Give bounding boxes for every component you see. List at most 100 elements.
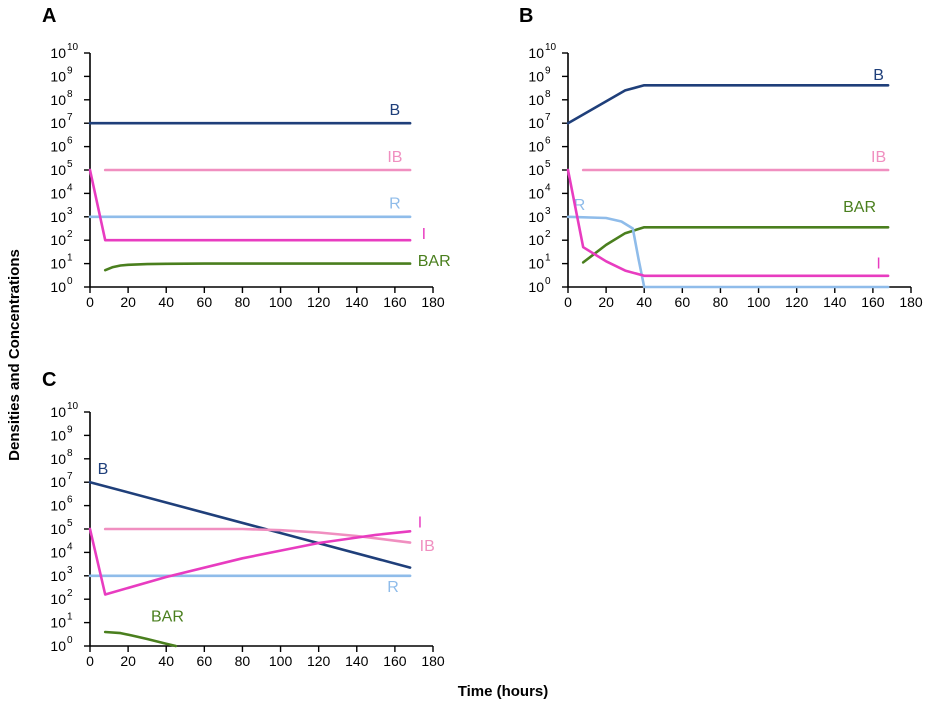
panel-a-y-tick-label: 10 (50, 115, 66, 131)
panel-a-x-tick-label: 180 (421, 294, 445, 310)
panel-c-x-tick-label: 140 (345, 653, 369, 669)
panel-b-x-tick-label: 40 (636, 294, 652, 310)
panel-c-series-ib-line (103, 527, 412, 544)
panel-b-y-tick-exponent: 3 (545, 206, 551, 217)
panel-c-y-tick-exponent: 2 (67, 588, 73, 599)
panel-c-series-bar-line (103, 630, 178, 648)
panel-c-y-tick-label: 10 (50, 638, 66, 654)
panel-a-y-tick-exponent: 3 (67, 206, 73, 217)
panel-c-y-tick-exponent: 4 (67, 541, 73, 552)
panel-a-y-tick-exponent: 1 (67, 253, 73, 264)
panel-c-series-ib-label: IB (420, 538, 435, 555)
panel-b-y-tick-exponent: 4 (545, 182, 551, 193)
panel-c-y-tick-label: 10 (50, 498, 66, 514)
y-axis-title: Densities and Concentrations (6, 249, 23, 461)
panel-c-x-tick-label: 60 (197, 653, 213, 669)
panel-b-y-tick-label: 10 (528, 279, 544, 295)
panel-c-x-tick-label: 100 (269, 653, 293, 669)
panel-c-y-tick-exponent: 5 (67, 518, 73, 529)
panel-c-series-i-label: I (418, 514, 422, 531)
panel-b-series-i-line (566, 168, 890, 278)
panel-a-x-tick-label: 120 (307, 294, 331, 310)
panel-b-series-bar-line (581, 226, 890, 264)
panel-c-y-tick-exponent: 8 (67, 448, 73, 459)
panel-a-y-tick-exponent: 2 (67, 229, 73, 240)
panel-b-letter: B (519, 5, 533, 27)
panel-b-series-r-label: R (574, 197, 586, 214)
panel-b-x-tick-label: 160 (861, 294, 885, 310)
panel-b-series-i-label: I (876, 255, 880, 272)
panel-c-y-tick-exponent: 9 (67, 424, 73, 435)
panel-b-x-tick-label: 80 (713, 294, 729, 310)
panel-b-y-tick-label: 10 (528, 68, 544, 84)
panel-a-y-tick-exponent: 6 (67, 136, 73, 147)
panel-c-y-tick-exponent: 7 (67, 471, 73, 482)
panel-c-letter: C (42, 369, 56, 391)
panel-c-y-tick-exponent: 10 (67, 401, 79, 412)
panel-a-y-tick-exponent: 9 (67, 65, 73, 76)
panel-a-x-tick-label: 100 (269, 294, 293, 310)
panel-a-y-tick-label: 10 (50, 92, 66, 108)
panel-a-series-bar-line (103, 262, 412, 272)
panel-a-y-tick-label: 10 (50, 279, 66, 295)
panel-b-x-tick-label: 120 (785, 294, 809, 310)
panel-b-x-tick-label: 100 (747, 294, 771, 310)
panel-b-x-tick-label: 60 (675, 294, 691, 310)
panel-c-y-tick-label: 10 (50, 544, 66, 560)
panel-a-series-ib-label: IB (387, 149, 402, 166)
panel-b-series-r-line (566, 215, 890, 289)
panel-b-series-b-label: B (873, 67, 884, 84)
panel-c-y-tick-exponent: 3 (67, 565, 73, 576)
panel-a-y-tick-exponent: 4 (67, 182, 73, 193)
panel-c-x-tick-label: 80 (235, 653, 251, 669)
panel-b-y-tick-label: 10 (528, 209, 544, 225)
panel-b-y-tick-exponent: 8 (545, 89, 551, 100)
panel-a-series-r-label: R (389, 196, 401, 213)
panel-c-y-tick-label: 10 (50, 521, 66, 537)
panel-a-y-tick-label: 10 (50, 256, 66, 272)
panel-c-y-tick-label: 10 (50, 404, 66, 420)
panel-a-series-bar-label: BAR (418, 253, 451, 270)
panel-a-x-tick-label: 0 (86, 294, 94, 310)
panel-b-series-ib-label: IB (871, 149, 886, 166)
panel-c-x-tick-label: 40 (158, 653, 174, 669)
panel-a-y-tick-exponent: 5 (67, 159, 73, 170)
panel-a-series-i-label: I (422, 226, 426, 243)
panel-c-y-tick-label: 10 (50, 615, 66, 631)
panel-a-y-tick-exponent: 0 (67, 276, 73, 287)
panel-a-x-tick-label: 20 (120, 294, 136, 310)
panel-c-y-tick-exponent: 1 (67, 612, 73, 623)
panel-b-y-tick-exponent: 5 (545, 159, 551, 170)
panel-b-x-tick-label: 140 (823, 294, 847, 310)
panel-c-x-tick-label: 0 (86, 653, 94, 669)
panel-b-x-tick-label: 0 (564, 294, 572, 310)
panel-a-x-tick-label: 160 (383, 294, 407, 310)
panel-a-y-tick-exponent: 7 (67, 112, 73, 123)
panel-c-x-tick-label: 160 (383, 653, 407, 669)
panel-c-x-tick-label: 20 (120, 653, 136, 669)
panel-a-y-tick-label: 10 (50, 68, 66, 84)
panel-c-series-b-label: B (98, 461, 109, 478)
panel-b-y-tick-label: 10 (528, 115, 544, 131)
panel-a-y-tick-label: 10 (50, 232, 66, 248)
panel-b-series-bar-label: BAR (843, 199, 876, 216)
panel-a-x-tick-label: 80 (235, 294, 251, 310)
panel-a-y-tick-exponent: 10 (67, 42, 79, 53)
panel-c-y-tick-label: 10 (50, 451, 66, 467)
panel-a-letter: A (42, 5, 56, 27)
x-axis-title: Time (hours) (458, 683, 549, 700)
panel-b-y-tick-exponent: 6 (545, 136, 551, 147)
panel-c-series-r-label: R (387, 579, 399, 596)
panel-a-y-tick-label: 10 (50, 209, 66, 225)
panel-b-y-tick-label: 10 (528, 232, 544, 248)
panel-a-y-tick-label: 10 (50, 139, 66, 155)
panel-c-y-tick-label: 10 (50, 568, 66, 584)
panel-c-y-tick-label: 10 (50, 427, 66, 443)
panel-a-series-b-label: B (390, 102, 401, 119)
panel-b-x-tick-label: 180 (899, 294, 923, 310)
panel-b-y-tick-label: 10 (528, 92, 544, 108)
